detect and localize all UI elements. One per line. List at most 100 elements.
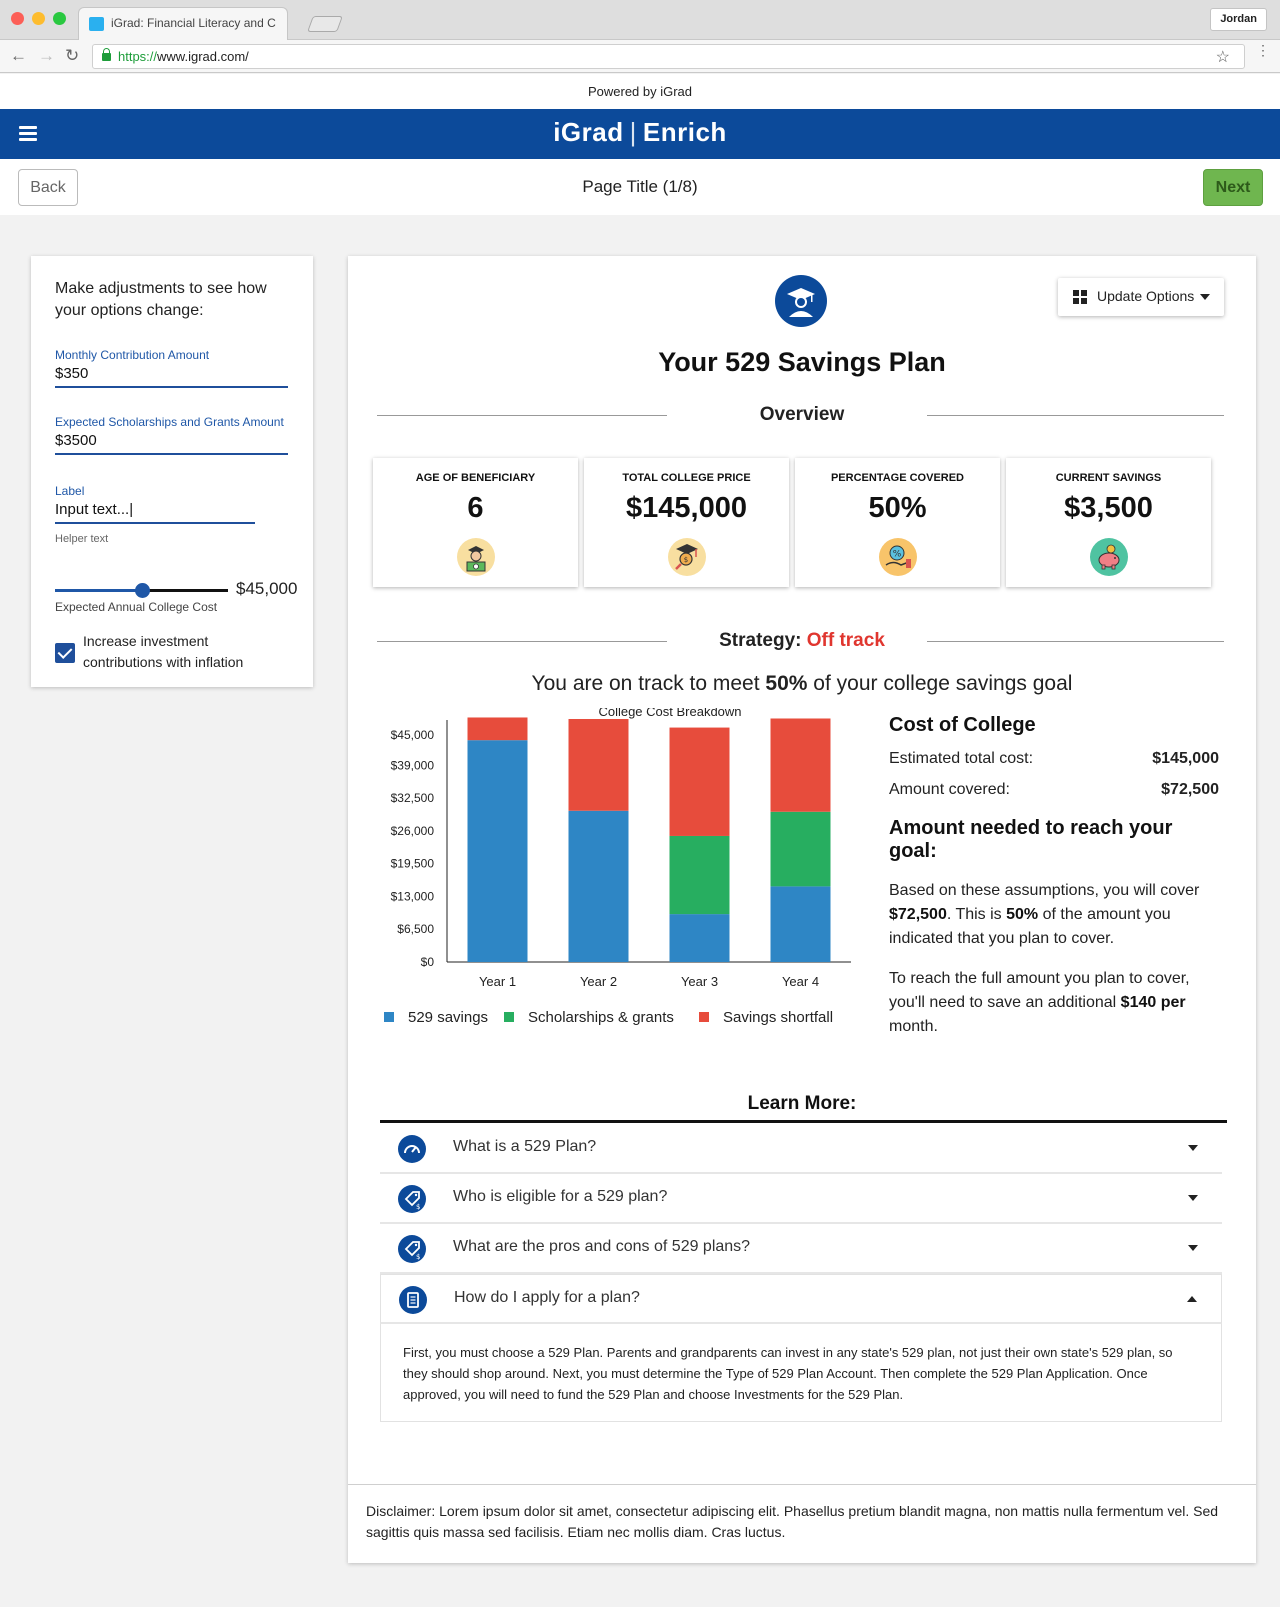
cost-title: Cost of College <box>889 714 1036 736</box>
back-arrow-icon[interactable]: ← <box>10 46 27 65</box>
savings-plan-card: Update Options Your 529 Savings Plan Ove… <box>348 256 1256 1563</box>
stat-label: PERCENTAGE COVERED <box>830 472 965 484</box>
address-bar: ← → ↻ https://www.igrad.com/ ☆ ⋮ <box>0 40 1280 73</box>
svg-text:%: % <box>893 550 902 560</box>
inflation-checkbox[interactable] <box>55 643 75 663</box>
svg-text:$: $ <box>684 556 688 564</box>
para-amount: $140 per <box>1120 994 1186 1011</box>
divider <box>927 641 1224 642</box>
field-label: Label <box>55 484 85 498</box>
additional-savings-paragraph: To reach the full amount you plan to cov… <box>889 967 1219 1039</box>
percent-hand-icon: % <box>879 538 917 576</box>
forward-arrow-icon[interactable]: → <box>38 46 55 65</box>
legend-swatch <box>699 1012 709 1022</box>
slider-thumb[interactable] <box>134 583 150 598</box>
bar-segment <box>770 718 831 812</box>
page-nav-bar: Back Page Title (1/8) Next <box>0 159 1280 215</box>
x-tick-label: Year 3 <box>681 974 718 989</box>
para-percent: 50% <box>1006 906 1039 923</box>
browser-menu-icon[interactable]: ⋮ <box>1256 42 1270 58</box>
bar-segment <box>770 886 831 962</box>
bar-segment <box>770 811 831 887</box>
maximize-window-button[interactable] <box>53 12 66 25</box>
para-text: . This is <box>946 906 1007 923</box>
monthly-contribution-field: Monthly Contribution Amount <box>55 348 288 388</box>
update-options-button[interactable]: Update Options <box>1058 278 1224 316</box>
url-text: https://www.igrad.com/ <box>118 49 249 64</box>
price-tag-icon: $ <box>398 1235 426 1263</box>
stat-card-current-savings: CURRENT SAVINGS $3,500 <box>1006 458 1211 587</box>
monthly-contribution-input[interactable] <box>55 362 288 388</box>
update-options-label: Update Options <box>1097 288 1195 304</box>
divider <box>927 415 1224 416</box>
hamburger-menu-icon[interactable] <box>19 126 37 141</box>
x-tick-label: Year 4 <box>782 974 819 989</box>
bookmark-star-icon[interactable]: ☆ <box>1215 49 1230 66</box>
svg-text:$: $ <box>416 1203 420 1211</box>
goal-post: of your college savings goal <box>807 672 1073 695</box>
back-button[interactable]: Back <box>18 169 78 206</box>
faq-item-what-is[interactable]: What is a 529 Plan? <box>380 1124 1222 1174</box>
y-tick-label: $39,000 <box>391 758 435 772</box>
faq-item-eligible[interactable]: $ Who is eligible for a 529 plan? <box>380 1174 1222 1224</box>
faq-item-pros-cons[interactable]: $ What are the pros and cons of 529 plan… <box>380 1224 1222 1274</box>
faq-question: What is a 529 Plan? <box>453 1138 597 1155</box>
bar-segment <box>467 717 528 741</box>
strategy-label: Strategy: <box>719 630 802 651</box>
scholarships-input[interactable] <box>55 429 288 455</box>
field-label: Monthly Contribution Amount <box>55 348 210 362</box>
url-host: www.igrad.com/ <box>157 49 249 64</box>
faq-item-apply[interactable]: How do I apply for a plan? <box>380 1274 1222 1324</box>
college-cost-chart: College Cost Breakdown $0 $6,500 $13,000 $19… <box>384 708 851 1026</box>
igrad-enrich-logo: iGrad | Enrich <box>0 117 1280 148</box>
price-tag-icon: $ <box>398 1185 426 1213</box>
bar-segment <box>669 914 730 962</box>
legend-label: Scholarships & grants <box>528 1009 674 1026</box>
close-window-button[interactable] <box>11 12 24 25</box>
piggy-bank-icon <box>1090 538 1128 576</box>
next-button[interactable]: Next <box>1203 169 1263 206</box>
stat-card-percentage: PERCENTAGE COVERED 50% % <box>795 458 1000 587</box>
chevron-down-icon <box>1188 1145 1198 1151</box>
logo-enrich: Enrich <box>642 117 727 147</box>
browser-tab-bar: iGrad: Financial Literacy and C Jordan <box>0 0 1280 40</box>
para-text: Based on these assumptions, you will cov… <box>889 882 1200 899</box>
chevron-down-icon <box>1188 1245 1198 1251</box>
disclaimer: Disclaimer: Lorem ipsum dolor sit amet, … <box>348 1484 1256 1563</box>
faq-answer: First, you must choose a 529 Plan. Paren… <box>380 1324 1222 1422</box>
stat-card-age: AGE OF BENEFICIARY 6 <box>373 458 578 587</box>
minimize-window-button[interactable] <box>32 12 45 25</box>
label-input[interactable] <box>55 498 255 524</box>
faq-question: What are the pros and cons of 529 plans? <box>453 1238 751 1255</box>
para-amount: $72,500 <box>889 906 947 923</box>
y-tick-label: $26,000 <box>391 824 435 838</box>
new-tab-button[interactable] <box>307 16 343 32</box>
cost-row-value: $145,000 <box>1152 750 1219 767</box>
url-field[interactable]: https://www.igrad.com/ ☆ <box>92 44 1245 69</box>
cost-row-value: $72,500 <box>1161 781 1219 798</box>
scholarships-field: Expected Scholarships and Grants Amount <box>55 415 288 455</box>
para-text: of the amount you indicated that you pla… <box>889 906 1171 947</box>
y-tick-label: $45,000 <box>391 728 435 742</box>
powered-by-text: Powered by iGrad <box>0 74 1280 109</box>
logo-igrad: iGrad <box>553 117 624 147</box>
field-label: Expected Scholarships and Grants Amount <box>55 415 284 429</box>
para-text: To reach the full amount you plan to cov… <box>889 970 1190 1011</box>
graduate-icon <box>775 275 827 327</box>
college-cost-slider[interactable] <box>55 583 228 598</box>
learn-more-rule <box>380 1120 1227 1123</box>
strategy-heading: Strategy: Off track <box>348 630 1256 652</box>
cost-row-label: Amount covered: <box>889 781 1010 798</box>
browser-tab[interactable]: iGrad: Financial Literacy and C <box>78 7 288 40</box>
faq-question: How do I apply for a plan? <box>454 1289 640 1306</box>
assumptions-paragraph: Based on these assumptions, you will cov… <box>889 879 1219 951</box>
lock-icon <box>102 48 111 61</box>
reload-icon[interactable]: ↻ <box>65 46 80 65</box>
faq-question: Who is eligible for a 529 plan? <box>453 1188 668 1205</box>
cost-row-estimated: Estimated total cost: $145,000 <box>889 750 1219 768</box>
overview-heading: Overview <box>759 404 845 425</box>
stat-value: 6 <box>467 492 484 524</box>
profile-button[interactable]: Jordan <box>1210 8 1267 31</box>
goal-pre: You are on track to meet <box>531 672 766 695</box>
adjustments-panel: Make adjustments to see how your options… <box>31 256 313 687</box>
